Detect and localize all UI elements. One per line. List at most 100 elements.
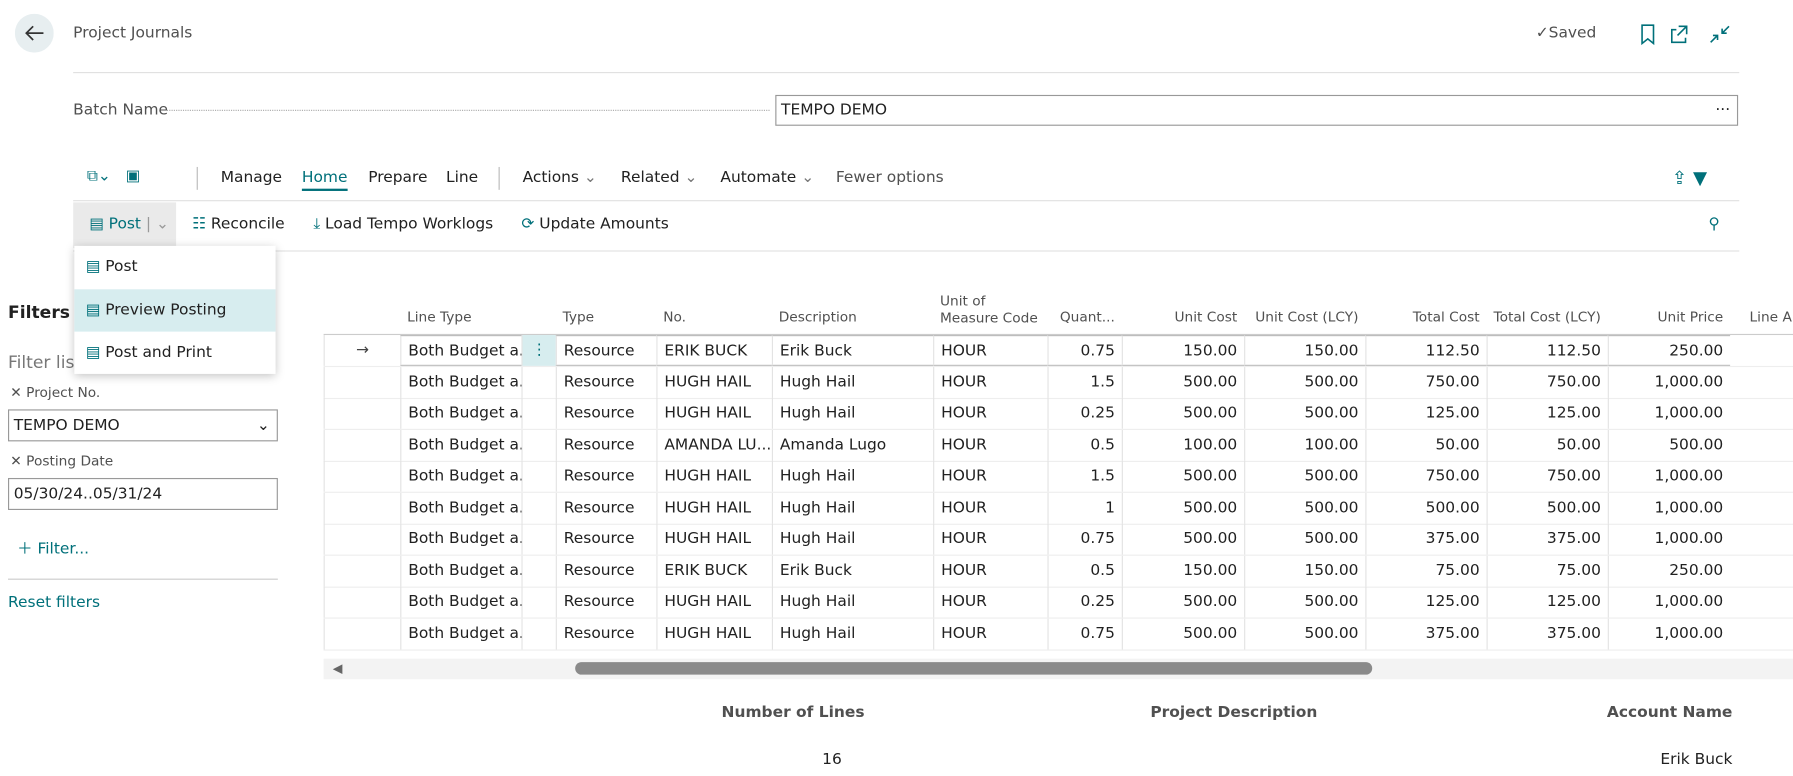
table-cell: 750.00	[1365, 366, 1486, 398]
filter-label: ✕ Posting Date	[10, 453, 113, 469]
pin[interactable]: ⚲	[1708, 214, 1720, 234]
column-header[interactable]: Unit Price	[1657, 308, 1724, 325]
row-menu[interactable]	[521, 397, 555, 429]
table-cell: ERIK BUCK	[656, 555, 771, 587]
table-cell: 75.00	[1365, 555, 1486, 587]
dropdown-item[interactable]: ▤ Post	[74, 246, 275, 288]
row-handle[interactable]	[323, 555, 401, 587]
menu-item[interactable]: Prepare	[368, 168, 428, 187]
table-cell: 150.00	[1121, 335, 1245, 366]
action-button[interactable]: ▤ Post | ⌄	[89, 215, 169, 233]
table-cell: Hugh Hail	[771, 460, 933, 492]
column-header[interactable]: Unit Cost (LCY)	[1255, 308, 1359, 325]
row-handle[interactable]	[323, 366, 401, 398]
table-cell: HOUR	[933, 366, 1047, 398]
action-button[interactable]: ☷ Reconcile	[192, 215, 285, 233]
remove[interactable]: ✕	[10, 452, 27, 469]
table-cell: ERIK BUCK	[656, 335, 772, 366]
table-cell: 1,000.00	[1607, 618, 1730, 649]
row-handle[interactable]	[323, 397, 401, 429]
filter-input[interactable]: TEMPO DEMO ⌄	[8, 409, 278, 442]
row-menu[interactable]	[521, 618, 555, 649]
dropdown-item[interactable]: ▤ Preview Posting	[74, 288, 276, 332]
table-cell: Both Budget a...	[400, 366, 521, 398]
row-menu[interactable]	[521, 555, 555, 587]
table-cell: 1.5	[1047, 460, 1121, 492]
column-header[interactable]: Unit of Measure Code	[939, 292, 1038, 326]
row-menu[interactable]: ⋮	[521, 335, 556, 366]
table-cell: 0.5	[1047, 429, 1121, 461]
row-handle[interactable]	[323, 429, 401, 461]
table-cell: 1,000.00	[1607, 523, 1730, 555]
row-handle[interactable]	[323, 492, 401, 524]
batch-input[interactable]: TEMPO DEMO ···	[775, 94, 1739, 126]
menu-item[interactable]: Home	[301, 168, 348, 191]
column-header[interactable]: Total Cost (LCY)	[1493, 308, 1601, 325]
column-header[interactable]: Quant...	[1059, 308, 1115, 325]
row-handle[interactable]	[323, 586, 401, 618]
column-header[interactable]: Line Type	[407, 308, 472, 325]
row-handle[interactable]	[323, 460, 401, 492]
row-menu[interactable]	[521, 460, 555, 492]
dropdown-item[interactable]: ▤ Post and Print	[74, 332, 275, 374]
row-handle[interactable]: →	[323, 335, 401, 366]
table-cell: 500.00	[1607, 429, 1730, 461]
share-filter[interactable]: ⇪ ▼	[1671, 166, 1708, 189]
filter-value: TEMPO DEMO	[13, 416, 120, 435]
filter-input[interactable]: 05/30/24..05/31/24	[8, 477, 278, 511]
row-menu[interactable]	[521, 523, 555, 555]
table-cell: HOUR	[933, 460, 1047, 492]
add-filter[interactable]: ＋ Filter...	[17, 539, 90, 559]
menu-item[interactable]: Manage	[220, 168, 283, 187]
table-cell: Both Budget a...	[400, 586, 521, 618]
menu-item[interactable]: Fewer options	[835, 168, 944, 187]
menu-item[interactable]: Line	[445, 168, 479, 187]
scrollbar[interactable]: ◀	[323, 658, 1793, 680]
menu-item[interactable]: Actions ⌄	[522, 168, 597, 187]
menu-item[interactable]: Related ⌄	[620, 168, 698, 187]
chevron: ⌄	[256, 416, 270, 435]
footer-value: 16	[822, 750, 842, 769]
column-header[interactable]: Unit Cost	[1174, 308, 1238, 325]
header-line	[323, 333, 1793, 336]
table-cell: HUGH HAIL	[656, 492, 771, 524]
column-header[interactable]: Type	[562, 308, 595, 325]
reset-filters[interactable]: Reset filters	[8, 593, 101, 612]
table-cell: Hugh Hail	[771, 492, 933, 524]
back-button[interactable]	[14, 13, 54, 53]
header-icons[interactable]	[1637, 23, 1740, 46]
table-cell: 1,000.00	[1607, 586, 1730, 618]
remove[interactable]: ✕	[10, 384, 27, 401]
footer-value: Erik Buck	[1660, 750, 1733, 769]
scroll-left[interactable]: ◀	[332, 660, 343, 676]
column-header[interactable]: No.	[663, 308, 687, 325]
column-header[interactable]: Total Cost	[1412, 308, 1480, 325]
sep	[196, 166, 198, 190]
table-cell: HUGH HAIL	[656, 586, 771, 618]
action-button[interactable]: ⟳ Update Amounts	[521, 215, 668, 233]
row-handle[interactable]	[323, 618, 401, 649]
table-cell: Resource	[555, 366, 657, 398]
filter-value: 05/30/24..05/31/24	[13, 484, 163, 504]
scroll-thumb[interactable]	[575, 662, 1373, 675]
table-cell: 0.25	[1047, 397, 1121, 429]
menu-icons[interactable]: ⧉⌄ ▣	[86, 166, 141, 186]
table-cell: HOUR	[933, 555, 1047, 587]
column-header[interactable]: Line A	[1749, 308, 1792, 325]
row-handle[interactable]	[323, 523, 401, 555]
menu-item[interactable]: Automate ⌄	[720, 168, 815, 187]
table-cell: HUGH HAIL	[656, 523, 771, 555]
row-menu[interactable]	[521, 366, 555, 398]
row-menu[interactable]	[521, 586, 555, 618]
batch-label: Batch Name	[73, 100, 169, 119]
row-menu[interactable]	[521, 429, 555, 461]
row-line	[323, 397, 1793, 399]
row-line	[323, 491, 1793, 493]
table-cell: Both Budget a...	[400, 523, 521, 555]
lookup[interactable]: ···	[1715, 100, 1731, 119]
column-header[interactable]: Description	[778, 308, 857, 325]
row-menu[interactable]	[521, 492, 555, 524]
action-button[interactable]: ⤓ Load Tempo Worklogs	[313, 215, 493, 233]
table-cell: HOUR	[933, 492, 1047, 524]
table-cell: 125.00	[1486, 586, 1608, 618]
